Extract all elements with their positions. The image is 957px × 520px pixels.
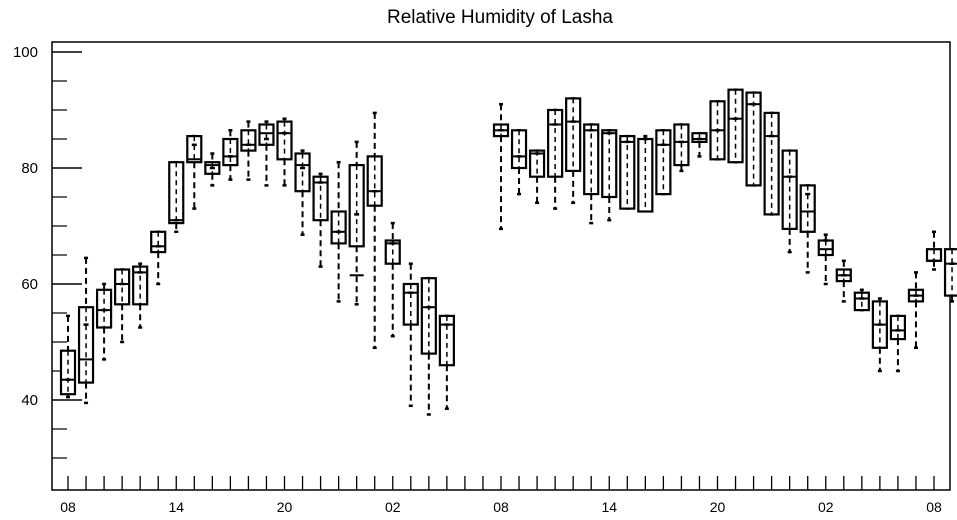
iqr-box <box>943 248 957 297</box>
y-tick-label: 60 <box>21 276 38 293</box>
x-tick-label: 02 <box>385 499 401 515</box>
chart-title: Relative Humidity of Lasha <box>387 7 613 28</box>
iqr-box <box>438 314 455 367</box>
x-tick-label: 14 <box>601 499 617 515</box>
iqr-box <box>763 111 780 216</box>
x-tick-label: 20 <box>277 499 293 515</box>
iqr-box <box>366 155 383 207</box>
x-tick-label: 08 <box>926 499 942 515</box>
x-tick-label: 20 <box>710 499 726 515</box>
x-tick-label: 08 <box>60 499 76 515</box>
x-tick-label: 02 <box>818 499 834 515</box>
x-tick-label: 14 <box>168 499 184 515</box>
y-tick-label: 100 <box>13 44 38 61</box>
plot-area: 40 60 80 100 08 14 20 02 08 14 20 02 08 <box>13 41 957 515</box>
y-tick-label: 40 <box>21 392 38 409</box>
y-tick-label: 80 <box>21 160 38 177</box>
x-tick-label: 08 <box>493 499 509 515</box>
